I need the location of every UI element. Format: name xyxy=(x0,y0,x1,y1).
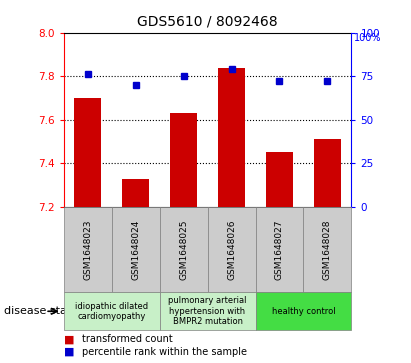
Text: healthy control: healthy control xyxy=(272,307,335,316)
Text: GSM1648027: GSM1648027 xyxy=(275,219,284,280)
Bar xyxy=(266,152,293,207)
Text: ■: ■ xyxy=(64,334,74,344)
Text: ■: ■ xyxy=(64,347,74,357)
Bar xyxy=(314,139,341,207)
Text: GSM1648025: GSM1648025 xyxy=(179,219,188,280)
Text: GSM1648028: GSM1648028 xyxy=(323,219,332,280)
Bar xyxy=(171,113,197,207)
Bar xyxy=(218,68,245,207)
Text: GSM1648024: GSM1648024 xyxy=(131,219,140,280)
Bar xyxy=(122,179,149,207)
Text: pulmonary arterial
hypertension with
BMPR2 mutation: pulmonary arterial hypertension with BMP… xyxy=(169,296,247,326)
Text: GSM1648023: GSM1648023 xyxy=(83,219,92,280)
Bar xyxy=(74,98,101,207)
Text: 100%: 100% xyxy=(353,33,381,43)
Text: idiopathic dilated
cardiomyopathy: idiopathic dilated cardiomyopathy xyxy=(75,302,148,321)
Text: percentile rank within the sample: percentile rank within the sample xyxy=(82,347,247,357)
Text: disease state: disease state xyxy=(4,306,78,316)
Title: GDS5610 / 8092468: GDS5610 / 8092468 xyxy=(137,15,278,29)
Text: transformed count: transformed count xyxy=(82,334,173,344)
Text: GSM1648026: GSM1648026 xyxy=(227,219,236,280)
